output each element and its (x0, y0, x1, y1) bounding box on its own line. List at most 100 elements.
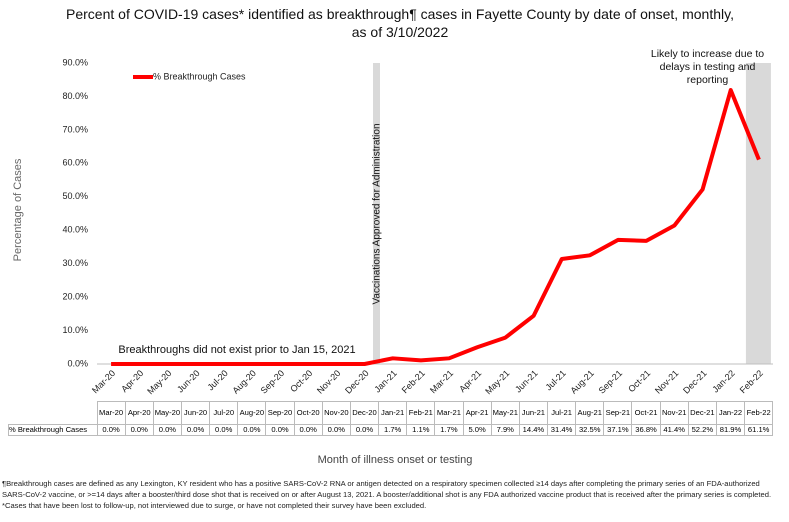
value-label: 52.2% (687, 424, 717, 436)
x-tick-label: Aug-20 (230, 368, 258, 396)
column-header: Apr-21 (462, 401, 492, 425)
value-label: 7.9% (490, 424, 520, 436)
y-tick-label: 30.0% (62, 258, 88, 268)
value-label: 1.7% (434, 424, 464, 436)
y-tick-label: 80.0% (62, 91, 88, 101)
value-label: 0.0% (152, 424, 182, 436)
column-header: Sep-21 (603, 401, 633, 425)
value-label: 81.9% (715, 424, 746, 436)
x-tick-label: Jan-21 (372, 368, 399, 395)
value-label: 37.1% (603, 424, 633, 436)
value-label: 32.5% (575, 424, 605, 436)
x-tick-label: Feb-22 (738, 368, 765, 395)
x-tick-label: Sep-20 (259, 368, 287, 396)
x-tick-label: Oct-21 (626, 368, 652, 394)
x-tick-label: Apr-20 (119, 368, 145, 394)
x-tick-label: Sep-21 (597, 368, 625, 396)
value-label: 0.0% (293, 424, 323, 436)
value-label: 0.0% (321, 424, 351, 436)
x-tick-label: Nov-21 (653, 368, 681, 396)
footnote: ¶Breakthrough cases are defined as any L… (2, 479, 772, 510)
value-label: 1.7% (378, 424, 408, 436)
column-header: Aug-21 (575, 401, 605, 425)
x-tick-label: Jun-21 (513, 368, 540, 395)
annotation: Likely to increase due to delays in test… (650, 48, 765, 86)
y-tick-label: 70.0% (62, 124, 88, 134)
value-label: 0.0% (180, 424, 211, 436)
column-header: Jan-22 (715, 401, 746, 425)
x-tick-label: Mar-20 (90, 368, 117, 395)
row-label: % Breakthrough Cases (8, 424, 98, 436)
column-header: Oct-20 (293, 401, 323, 425)
column-header: Jul-20 (209, 401, 239, 425)
y-tick-label: 20.0% (62, 291, 88, 301)
column-header: Apr-20 (124, 401, 154, 425)
column-header: Nov-20 (321, 401, 351, 425)
value-label: 31.4% (546, 424, 577, 436)
value-label: 0.0% (124, 424, 154, 436)
forecast-band (745, 63, 771, 364)
column-header: Nov-21 (659, 401, 689, 425)
x-tick-label: Dec-21 (681, 368, 709, 396)
column-header: Jan-21 (378, 401, 408, 425)
y-tick-label: 50.0% (62, 191, 88, 201)
y-tick-label: 40.0% (62, 225, 88, 235)
y-axis-title: Percentage of Cases (12, 158, 24, 261)
column-header: Jun-20 (180, 401, 211, 425)
x-tick-label: Jun-20 (175, 368, 202, 395)
x-tick-label: May-21 (483, 368, 511, 396)
x-tick-label: Jan-22 (710, 368, 737, 395)
legend-label: % Breakthrough Cases (153, 71, 246, 81)
value-label: 0.0% (349, 424, 380, 436)
y-tick-label: 60.0% (62, 158, 88, 168)
value-label: 0.0% (96, 424, 126, 436)
table-corner (8, 401, 98, 425)
column-header: May-20 (152, 401, 182, 425)
column-header: Dec-20 (349, 401, 380, 425)
column-header: Aug-20 (237, 401, 267, 425)
x-tick-label: Aug-21 (568, 368, 596, 396)
annotation: Vaccinations Approved for Administration (372, 123, 383, 304)
x-tick-label: Feb-21 (400, 368, 427, 395)
column-header: Jun-21 (518, 401, 549, 425)
x-tick-label: Dec-20 (343, 368, 371, 396)
data-table: Mar-20 Apr-20 May-20 Jun-20 Jul-20 Aug-20 Sep-… (8, 401, 774, 436)
x-tick-label: Apr-21 (457, 368, 483, 394)
x-tick-label: Mar-21 (428, 368, 455, 395)
x-tick-label: Jul-20 (205, 368, 229, 392)
x-tick-label: Oct-20 (288, 368, 314, 394)
column-header: Sep-20 (265, 401, 295, 425)
value-label: 1.1% (406, 424, 436, 436)
x-tick-label: Nov-20 (315, 368, 343, 396)
value-label: 36.8% (631, 424, 661, 436)
column-header: Jul-21 (546, 401, 577, 425)
y-tick-label: 10.0% (62, 325, 88, 335)
value-label: 14.4% (518, 424, 549, 436)
column-header: Oct-21 (631, 401, 661, 425)
value-label: 0.0% (209, 424, 239, 436)
column-header: Mar-20 (96, 401, 126, 425)
y-tick-label: 90.0% (62, 57, 88, 67)
table-row: % Breakthrough Cases 0.0% 0.0% 0.0% 0.0% 0.0%… (8, 424, 774, 436)
vaccine-band (373, 63, 380, 364)
value-label: 41.4% (659, 424, 689, 436)
column-header: Mar-21 (434, 401, 464, 425)
value-label: 61.1% (744, 424, 774, 436)
column-header: May-21 (490, 401, 520, 425)
y-tick-label: 0.0% (67, 358, 88, 368)
table-header: Mar-20 Apr-20 May-20 Jun-20 Jul-20 Aug-20 Sep-… (8, 401, 774, 425)
column-header: Feb-21 (406, 401, 436, 425)
value-label: 0.0% (237, 424, 267, 436)
chart-title: Percent of COVID-19 cases* identified as… (66, 6, 734, 40)
x-tick-label: May-20 (145, 368, 173, 396)
column-header: Dec-21 (687, 401, 717, 425)
x-axis-title: Month of illness onset or testing (318, 454, 473, 466)
column-header: Feb-22 (744, 401, 774, 425)
value-label: 5.0% (462, 424, 492, 436)
annotation: Breakthroughs did not exist prior to Jan… (118, 344, 355, 356)
data-line (111, 88, 761, 366)
value-label: 0.0% (265, 424, 295, 436)
x-tick-label: Jul-21 (543, 368, 567, 392)
